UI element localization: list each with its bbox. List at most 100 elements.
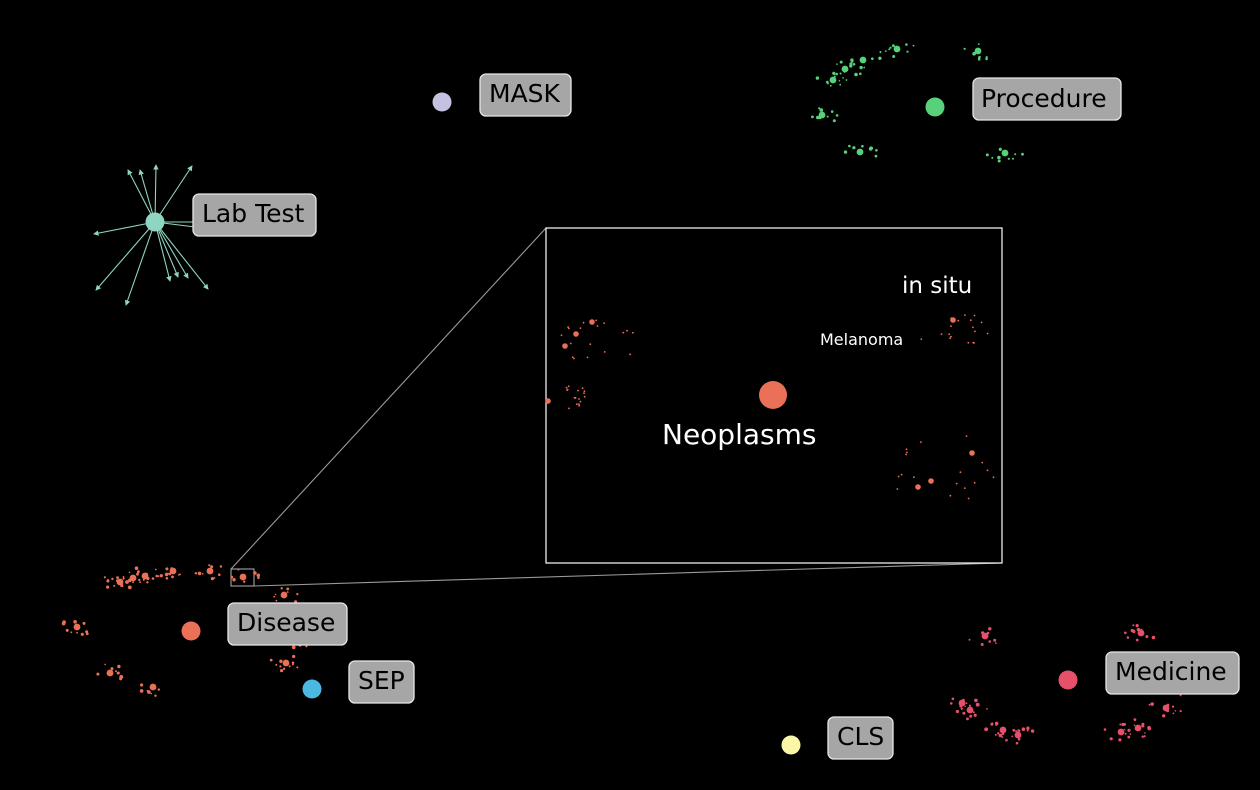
token-point <box>966 706 974 714</box>
token-point <box>972 51 976 56</box>
token-point <box>1124 732 1127 735</box>
token-point <box>291 645 296 650</box>
token-point <box>1171 705 1175 708</box>
inset-token-point <box>582 321 585 324</box>
token-point <box>274 593 277 596</box>
token-point <box>884 50 887 52</box>
token-point <box>997 159 1001 163</box>
inset-token-point <box>920 338 923 340</box>
token-point <box>968 638 971 641</box>
token-point <box>218 573 221 576</box>
token-point <box>73 623 81 631</box>
inset-token-point <box>957 319 960 322</box>
token-point <box>986 631 990 635</box>
token-point <box>1148 703 1151 706</box>
inset-token-point <box>973 481 976 484</box>
label-procedure: Procedure <box>972 77 1122 121</box>
inset-token-point <box>586 356 589 359</box>
token-point <box>151 577 155 580</box>
token-point <box>1126 636 1130 639</box>
token-point <box>960 707 963 710</box>
token-point <box>104 663 106 666</box>
token-point <box>165 567 169 571</box>
token-point <box>868 146 873 151</box>
token-point <box>988 627 992 631</box>
token-point <box>978 55 981 58</box>
token-point <box>874 154 878 158</box>
token-point <box>1127 728 1131 732</box>
token-point <box>861 144 864 148</box>
token-point <box>1179 710 1182 713</box>
token-point <box>106 585 110 589</box>
token-point <box>70 631 73 634</box>
inset-token-point <box>571 356 574 359</box>
token-point <box>838 80 841 82</box>
token-point <box>819 108 824 112</box>
token-point <box>1141 722 1145 726</box>
token-point <box>1118 738 1122 742</box>
inset-token-point <box>969 450 975 456</box>
token-point <box>157 575 160 578</box>
inset-token-point <box>959 471 962 474</box>
token-point <box>839 83 842 86</box>
inset-token-point <box>974 330 976 333</box>
lab-test-arrow <box>153 164 159 223</box>
inset-token-point <box>560 334 563 337</box>
token-point <box>1150 702 1154 706</box>
inset-token-point <box>948 333 951 336</box>
token-point <box>168 572 172 576</box>
inset-token-point <box>980 321 983 324</box>
token-point <box>155 574 158 578</box>
token-point <box>305 645 308 648</box>
token-point <box>1012 157 1014 160</box>
inset-label-melanoma: Melanoma <box>820 330 903 349</box>
token-point <box>1005 738 1008 742</box>
token-point <box>977 58 981 61</box>
label-medicine: Medicine <box>1105 651 1240 695</box>
token-point <box>165 577 169 580</box>
token-point <box>984 727 988 732</box>
token-point <box>146 689 149 692</box>
token-point <box>969 714 973 718</box>
token-point <box>1133 724 1136 727</box>
token-point <box>1030 729 1035 733</box>
inset-token-point <box>967 497 970 500</box>
inset-token-point <box>900 473 903 476</box>
token-point <box>889 46 892 49</box>
label-mask: MASK <box>479 73 572 117</box>
label-cls: CLS <box>827 716 894 760</box>
token-point <box>985 56 988 59</box>
inset-token-point <box>568 327 570 330</box>
lab-test-arrow <box>154 221 172 282</box>
token-point <box>965 702 968 705</box>
token-point <box>892 44 895 48</box>
token-point <box>149 683 157 691</box>
inset-token-point <box>949 494 952 497</box>
token-point <box>65 628 69 632</box>
inset-token-point <box>569 342 572 345</box>
label-cls-text: CLS <box>837 722 884 751</box>
inset-token-point <box>906 451 908 454</box>
inset-token-point <box>575 403 578 406</box>
token-point <box>1147 725 1151 730</box>
token-point <box>1166 703 1170 707</box>
token-point <box>964 705 966 707</box>
token-point <box>811 115 814 119</box>
token-point <box>1145 635 1149 639</box>
token-point <box>981 631 985 635</box>
token-point <box>818 116 822 120</box>
token-point <box>150 692 153 695</box>
token-point <box>232 578 236 582</box>
token-point <box>1026 726 1030 730</box>
token-point <box>286 591 289 593</box>
token-point <box>991 156 994 159</box>
token-point <box>201 573 204 575</box>
token-point <box>210 577 214 581</box>
token-point <box>815 76 820 80</box>
token-point <box>253 571 257 575</box>
token-point <box>990 722 994 726</box>
token-point <box>76 631 78 634</box>
token-point <box>962 698 965 702</box>
token-point <box>116 579 119 582</box>
token-point <box>122 576 125 578</box>
